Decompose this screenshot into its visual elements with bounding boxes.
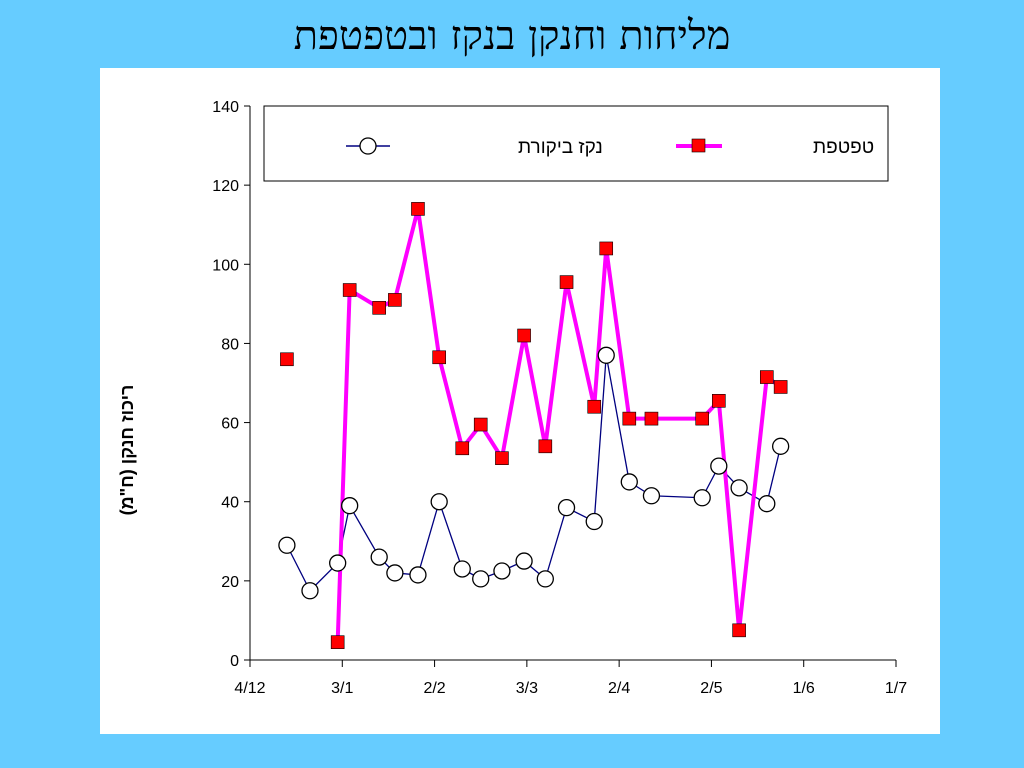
y-tick-label: 40 <box>221 495 239 512</box>
control-point <box>771 437 790 455</box>
control-point <box>493 562 511 580</box>
legend-marker-drip <box>691 138 706 153</box>
drip-point <box>473 417 488 432</box>
control-point <box>642 487 661 505</box>
drip-point <box>372 301 387 315</box>
x-tick-label: 3/1 <box>331 680 353 697</box>
control-point <box>597 346 615 364</box>
drip-point <box>432 350 446 365</box>
x-tick-label: 4/12 <box>234 680 265 697</box>
legend-marker-control <box>359 137 377 155</box>
drip-point <box>411 202 425 216</box>
series-line-drip <box>335 206 782 643</box>
x-tick-label: 2/4 <box>608 680 630 697</box>
drip-point <box>587 399 602 414</box>
control-point <box>278 536 296 554</box>
y-tick-label: 80 <box>221 336 239 353</box>
slide-title: מליחות וחנקן בנקז ובטפטפת <box>293 13 731 59</box>
x-tick-label: 2/5 <box>700 680 722 697</box>
drip-point <box>455 441 470 456</box>
y-tick-label: 0 <box>230 653 239 670</box>
axes: 0 20 40 60 80 100 120 140 4/12 3/1 2/2 3/3 2/4 2/5 1/6… <box>212 99 907 697</box>
control-point <box>758 495 776 513</box>
legend-label-control: נקז ביקורת <box>518 137 603 158</box>
control-point <box>430 493 448 511</box>
drip-point <box>559 275 574 289</box>
control-point <box>301 582 319 600</box>
chart-panel: נקז ביקורת טפטפת ריכוז חנקן (ח"מ) 0 20 40 6… <box>100 68 940 734</box>
control-point <box>730 479 748 497</box>
control-point <box>386 564 404 582</box>
control-point <box>370 548 388 566</box>
control-point <box>515 552 533 570</box>
drip-point <box>495 451 509 465</box>
y-tick-label: 100 <box>212 257 239 274</box>
drip-point <box>342 283 357 297</box>
x-tick-label: 3/3 <box>516 680 538 697</box>
control-point <box>557 498 576 517</box>
control-point <box>693 489 711 507</box>
drip-point <box>538 439 553 454</box>
x-tick-label: 2/2 <box>423 680 445 697</box>
drip-point <box>773 380 788 394</box>
y-tick-label: 20 <box>221 574 239 591</box>
drip-point <box>712 394 726 408</box>
control-point <box>710 457 728 475</box>
control-point <box>472 570 490 588</box>
legend: נקז ביקורת טפטפת <box>263 105 889 182</box>
y-tick-label: 60 <box>221 416 239 433</box>
drip-point <box>388 293 402 307</box>
series-layer <box>278 202 790 649</box>
legend-label-drip: טפטפת <box>813 137 874 158</box>
x-tick-label: 1/6 <box>793 680 815 697</box>
drip-point <box>599 241 614 256</box>
control-point <box>620 473 638 491</box>
y-tick-label: 140 <box>212 99 239 116</box>
x-tick-label: 1/7 <box>885 680 907 697</box>
control-point <box>585 512 603 531</box>
control-point <box>453 560 471 578</box>
control-point <box>409 566 427 584</box>
y-axis-label: ריכוז חנקן (ח"מ) <box>117 385 137 516</box>
drip-point <box>644 411 659 426</box>
y-tick-label: 120 <box>212 178 239 195</box>
control-point <box>341 497 359 515</box>
control-point <box>536 570 554 588</box>
nitrogen-chart: נקז ביקורת טפטפת ריכוז חנקן (ח"מ) 0 20 40 6… <box>117 99 907 697</box>
drip-point <box>622 411 637 426</box>
drip-point <box>517 328 531 343</box>
drip-point <box>695 411 710 426</box>
drip-point <box>732 623 746 638</box>
drip-point <box>759 370 774 384</box>
drip-point <box>330 635 345 649</box>
drip-point <box>280 352 294 367</box>
control-point <box>329 554 347 572</box>
